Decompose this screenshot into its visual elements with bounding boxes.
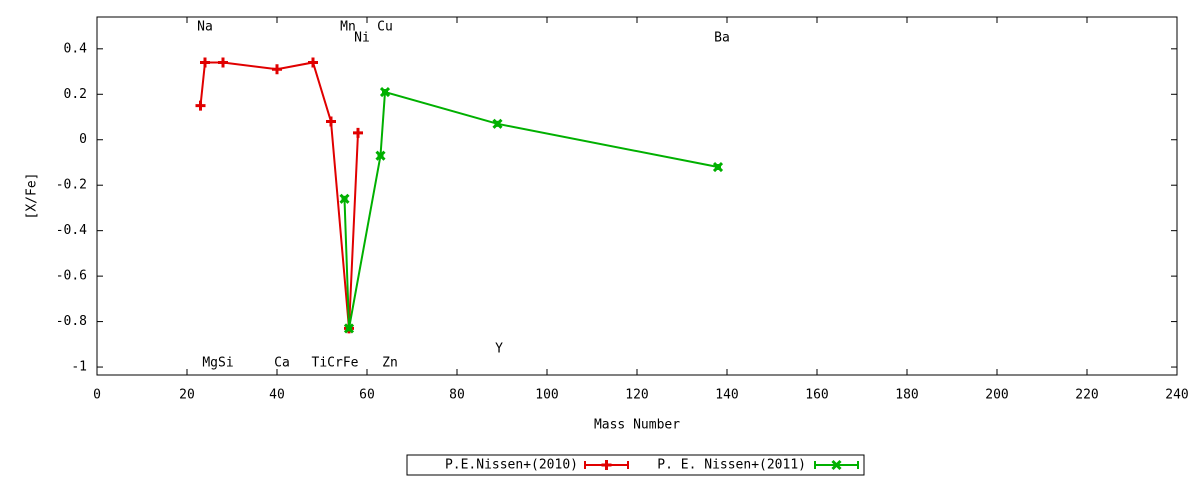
marker-plus-shape (218, 57, 228, 68)
element-label: TiCrFe (312, 356, 359, 371)
x-tick-label: 40 (269, 388, 285, 403)
legend-label: P. E. Nissen+(2011) (657, 458, 806, 473)
series-line (199, 61, 359, 329)
x-tick-label: 0 (93, 388, 101, 403)
x-tick-label: 60 (359, 388, 375, 403)
x-tick-label: 220 (1075, 388, 1098, 403)
y-tick-label: 0.2 (64, 87, 87, 102)
element-label: Ba (714, 31, 730, 46)
marker-plus-shape (195, 100, 206, 111)
marker-x (492, 118, 503, 129)
marker-plus (353, 127, 363, 138)
marker-plus (272, 64, 282, 75)
marker-x-core (341, 195, 348, 202)
legend-marker (601, 460, 612, 470)
element-label: Mn (340, 20, 356, 35)
x-tick-label: 20 (179, 388, 195, 403)
element-label: Zn (382, 356, 398, 371)
marker-x-core (715, 164, 721, 171)
marker-plus (308, 57, 318, 68)
marker-x (712, 161, 724, 173)
marker-plus-shape (272, 64, 282, 75)
x-tick-label: 120 (625, 388, 648, 403)
legend-label: P.E.Nissen+(2010) (445, 458, 578, 473)
x-tick-label: 100 (535, 388, 558, 403)
x-tick-label: 160 (805, 388, 828, 403)
series-line (343, 90, 719, 329)
marker-x (339, 193, 350, 204)
y-tick-label: 0 (79, 132, 87, 147)
marker-plus (200, 57, 210, 68)
x-tick-label: 140 (715, 388, 738, 403)
x-tick-label: 240 (1165, 388, 1188, 403)
marker-x-core (346, 325, 352, 332)
element-label: Ca (274, 356, 290, 371)
y-tick-label: 0.4 (64, 41, 88, 56)
y-tick-label: -0.8 (56, 314, 87, 329)
marker-x-core (377, 152, 384, 159)
element-label: MgSi (202, 356, 233, 371)
x-tick-label: 180 (895, 388, 918, 403)
element-label: Na (197, 20, 213, 35)
marker-x (379, 86, 391, 98)
marker-plus-shape (326, 116, 336, 127)
legend-box (406, 454, 865, 476)
element-label: Y (495, 342, 503, 357)
marker-x (375, 150, 386, 161)
marker-plus-shape (308, 57, 318, 68)
marker-plus-shape (200, 57, 210, 68)
marker-plus (326, 116, 336, 127)
marker-x-core (382, 89, 388, 96)
marker-x-core (494, 120, 501, 127)
y-axis-label: [X/Fe] (25, 173, 40, 220)
y-tick-label: -0.2 (56, 178, 87, 193)
element-label: Ni (354, 31, 370, 46)
y-tick-label: -0.6 (56, 269, 87, 284)
y-tick-label: -0.4 (56, 223, 87, 238)
x-axis-label: Mass Number (594, 418, 680, 433)
legend-marker (831, 459, 842, 471)
x-tick-label: 200 (985, 388, 1008, 403)
element-label: Cu (377, 20, 393, 35)
plot-frame (96, 16, 1178, 376)
marker-plus-shape (353, 127, 363, 138)
marker-plus (195, 100, 206, 111)
marker-plus (218, 57, 228, 68)
marker-x (343, 323, 355, 334)
x-tick-label: 80 (449, 388, 465, 403)
y-tick-label: -1 (71, 360, 87, 375)
